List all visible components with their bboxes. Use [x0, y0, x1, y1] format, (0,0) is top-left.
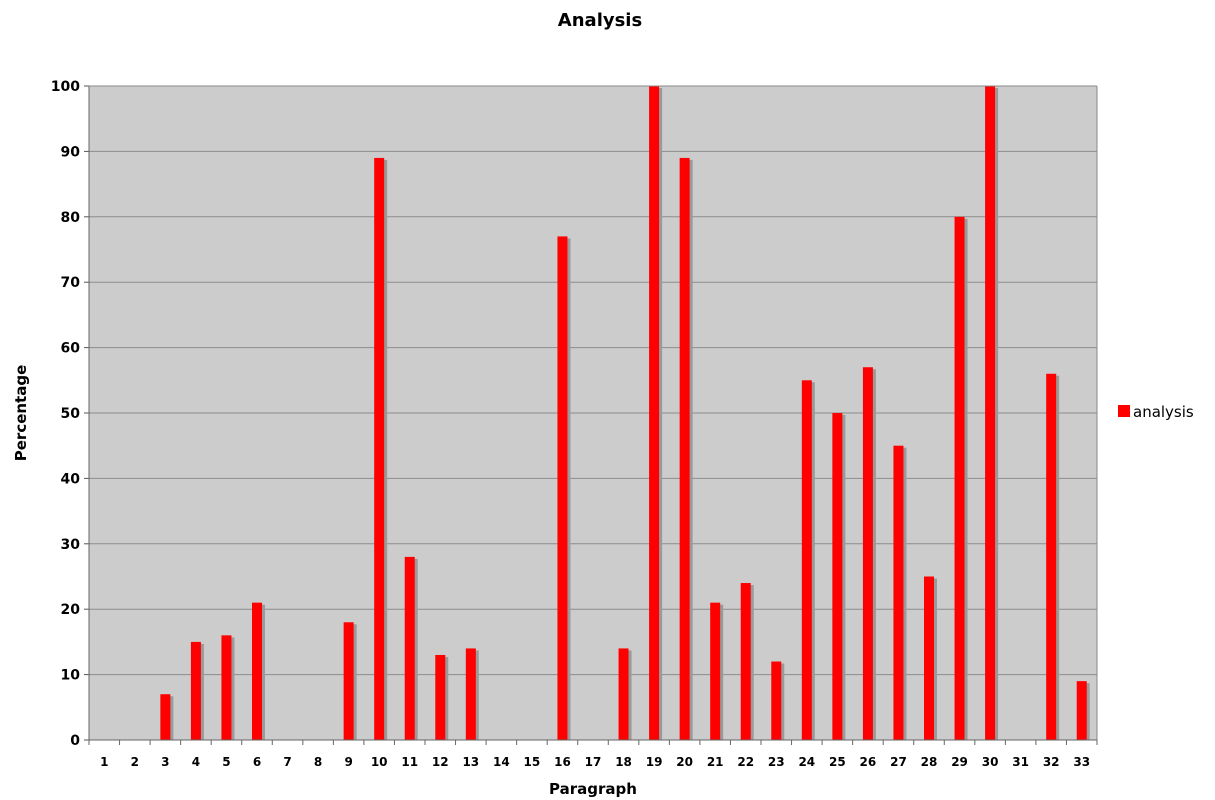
x-tick-label: 32: [1043, 755, 1060, 769]
bar: [771, 661, 782, 740]
legend: analysis: [1118, 403, 1194, 421]
y-tick-label: 90: [61, 144, 81, 160]
x-tick-label: 1: [100, 755, 108, 769]
x-tick-label: 11: [401, 755, 418, 769]
bar: [862, 367, 873, 740]
x-tick-label: 23: [768, 755, 785, 769]
x-tick-label: 33: [1073, 755, 1090, 769]
bar: [679, 157, 690, 740]
x-tick-label: 4: [192, 755, 200, 769]
y-tick-label: 70: [61, 275, 81, 291]
x-tick-label: 16: [554, 755, 571, 769]
bar: [740, 583, 751, 740]
y-tick-label: 30: [61, 537, 81, 553]
x-tick-label: 30: [982, 755, 999, 769]
x-tick-label: 29: [951, 755, 968, 769]
bar: [221, 635, 232, 740]
x-tick-label: 31: [1012, 755, 1029, 769]
x-tick-label: 22: [737, 755, 754, 769]
x-tick-label: 18: [615, 755, 632, 769]
bar: [435, 654, 446, 740]
y-tick-label: 60: [61, 341, 81, 357]
bar: [1046, 373, 1057, 740]
bar: [618, 648, 629, 740]
y-tick-labels: 0 10 20 30 40 50 60 70 80 90 100: [51, 79, 80, 749]
y-tick-label: 40: [61, 471, 81, 487]
bar: [252, 602, 262, 740]
legend-label-analysis: analysis: [1133, 403, 1194, 421]
bar: [649, 86, 660, 740]
bar: [893, 445, 904, 740]
legend-swatch-analysis: [1118, 405, 1130, 417]
x-tick-label: 15: [524, 755, 541, 769]
bars: [160, 86, 1090, 741]
bar: [832, 413, 843, 740]
bar: [1076, 681, 1087, 740]
bar: [801, 380, 812, 740]
x-tick-label: 25: [829, 755, 846, 769]
x-tick-label: 9: [344, 755, 352, 769]
x-tick-label: 26: [860, 755, 877, 769]
bar: [160, 694, 171, 740]
axes: [88, 85, 1098, 745]
x-tick-label: 12: [432, 755, 449, 769]
bar: [954, 216, 965, 741]
x-tick-label: 24: [798, 755, 815, 769]
chart-title: Analysis: [558, 10, 642, 31]
x-tick-label: 14: [493, 755, 510, 769]
x-tick-label: 10: [371, 755, 388, 769]
x-tick-label: 19: [646, 755, 663, 769]
bar: [404, 556, 415, 740]
x-tick-label: 28: [921, 755, 938, 769]
bar: [985, 86, 996, 740]
y-axis-label: Percentage: [12, 365, 30, 462]
y-tick-label: 80: [61, 210, 81, 226]
x-tick-label: 21: [707, 755, 724, 769]
bar: [190, 641, 201, 740]
y-tick-label: 50: [61, 406, 81, 422]
bar: [557, 236, 568, 741]
bar: [465, 648, 476, 740]
x-tick-label: 7: [283, 755, 291, 769]
x-tick-label: 6: [253, 755, 261, 769]
x-tick-label: 2: [131, 755, 139, 769]
x-tick-label: 8: [314, 755, 322, 769]
x-tick-labels: 1 2 3 4 5 6 7 8 9 10 11 12 13 14 15 16 17 18 19 20 21 22 23 24 2…: [100, 755, 1090, 769]
x-tick-label: 20: [676, 755, 693, 769]
y-tick-label: 100: [51, 79, 80, 95]
x-tick-label: 3: [161, 755, 169, 769]
x-tick-label: 5: [222, 755, 230, 769]
x-axis-label: Paragraph: [549, 780, 637, 798]
bar: [710, 602, 721, 740]
x-tick-label: 27: [890, 755, 907, 769]
bar: [924, 576, 934, 740]
y-tick-label: 10: [61, 668, 81, 684]
x-tick-label: 17: [585, 755, 602, 769]
y-tick-label: 20: [61, 602, 81, 618]
bar: [374, 157, 385, 740]
bar: [343, 622, 354, 740]
x-tick-label: 13: [462, 755, 479, 769]
y-tick-label: 0: [70, 733, 80, 749]
